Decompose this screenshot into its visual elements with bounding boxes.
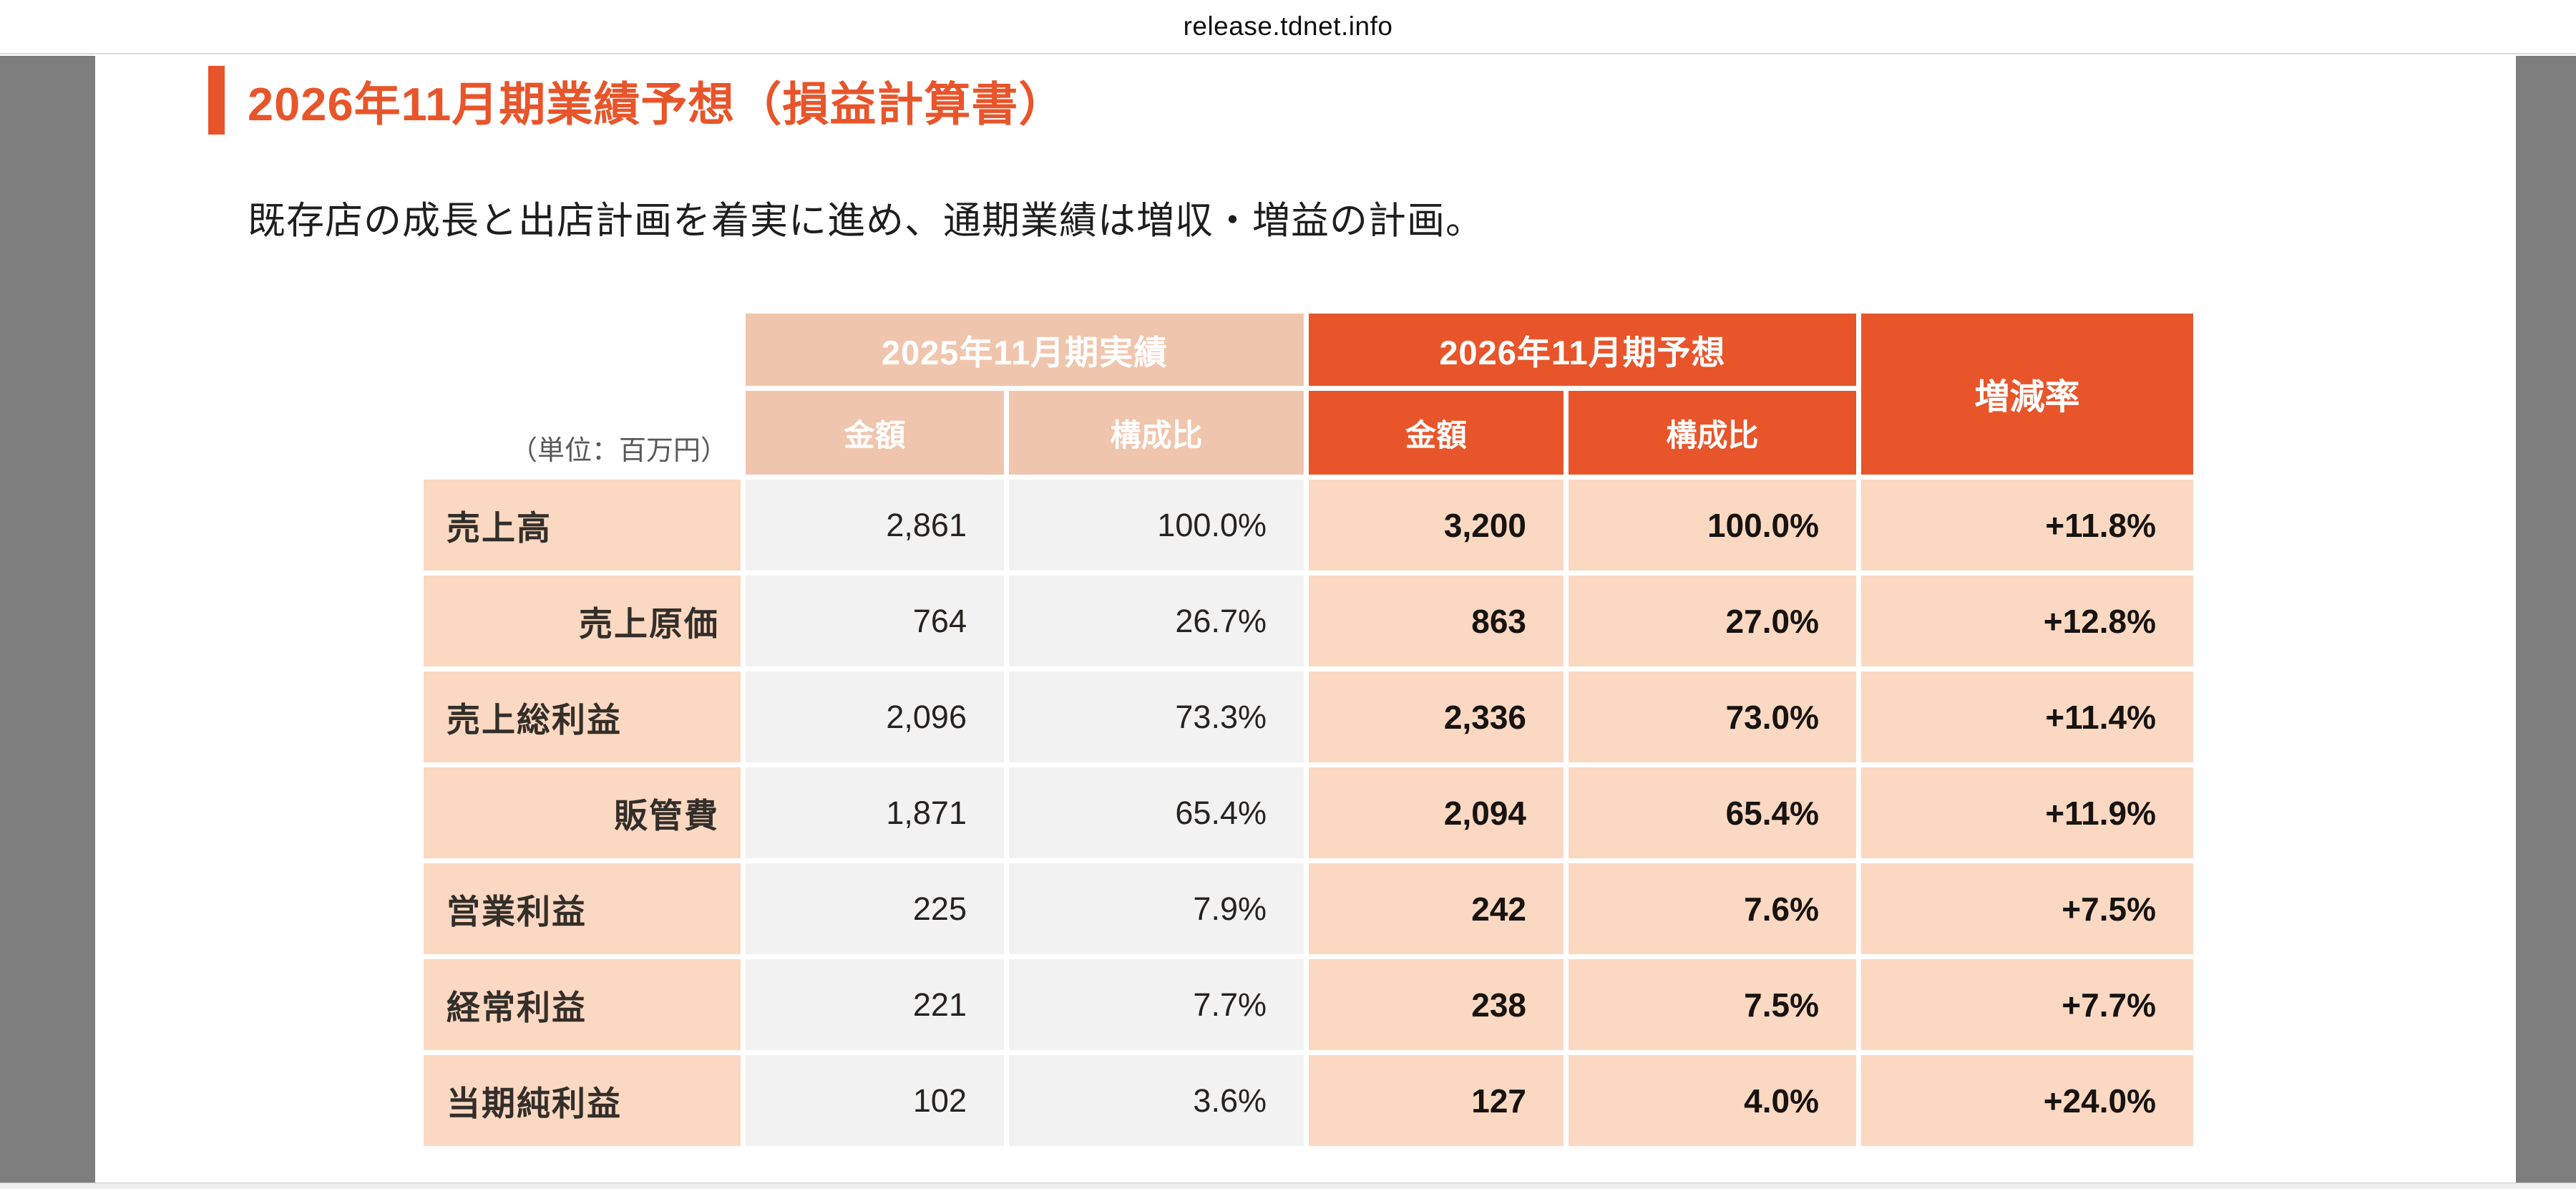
- cell-actual-amount: 225: [746, 863, 1004, 954]
- cell-forecast-amount: 242: [1309, 863, 1563, 954]
- unit-note: （単位：百万円）: [509, 436, 728, 466]
- row-label: 売上総利益: [424, 671, 741, 762]
- page-gutter-right: [2516, 56, 2576, 1183]
- cell-actual-ratio: 73.3%: [1009, 671, 1304, 762]
- cell-actual-amount: 764: [746, 576, 1004, 666]
- cell-actual-amount: 1,871: [746, 767, 1004, 858]
- page-title: 2026年11月期業績予想（損益計算書）: [248, 78, 1066, 130]
- cell-actual-ratio: 7.9%: [1009, 863, 1304, 954]
- row-label: 売上高: [424, 480, 741, 571]
- row-label: 売上原価: [424, 576, 741, 666]
- cell-change-rate: +11.4%: [1861, 671, 2193, 762]
- document-viewport: 2026年11月期業績予想（損益計算書） 既存店の成長と出店計画を着実に進め、通…: [0, 56, 2576, 1183]
- cell-actual-ratio: 3.6%: [1009, 1055, 1304, 1146]
- cell-actual-ratio: 100.0%: [1009, 480, 1304, 571]
- cell-change-rate: +12.8%: [1861, 576, 2193, 666]
- row-label: 当期純利益: [424, 1055, 741, 1146]
- row-label: 営業利益: [424, 863, 741, 954]
- column-group-2026-forecast: 2026年11月期予想: [1309, 314, 1856, 386]
- row-label: 経常利益: [424, 959, 741, 1050]
- browser-url-bar[interactable]: release.tdnet.info: [0, 0, 2576, 54]
- page-gutter-left: [0, 56, 95, 1183]
- cell-actual-ratio: 26.7%: [1009, 576, 1304, 666]
- cell-change-rate: +24.0%: [1861, 1055, 2193, 1146]
- cell-change-rate: +11.9%: [1861, 767, 2193, 858]
- cell-change-rate: +11.8%: [1861, 480, 2193, 571]
- row-label: 販管費: [424, 767, 741, 858]
- viewport-bottom-strip: [0, 1183, 2576, 1189]
- cell-forecast-ratio: 73.0%: [1568, 671, 1856, 762]
- cell-actual-amount: 2,861: [746, 480, 1004, 571]
- cell-actual-amount: 102: [746, 1055, 1004, 1146]
- cell-forecast-amount: 2,094: [1309, 767, 1563, 858]
- cell-forecast-amount: 127: [1309, 1055, 1563, 1146]
- cell-forecast-amount: 863: [1309, 576, 1563, 666]
- cell-change-rate: +7.7%: [1861, 959, 2193, 1050]
- cell-actual-ratio: 65.4%: [1009, 767, 1304, 858]
- column-group-2025-actual: 2025年11月期実績: [746, 314, 1304, 386]
- url-text: release.tdnet.info: [1183, 11, 1393, 41]
- cell-forecast-amount: 3,200: [1309, 480, 1563, 571]
- section-title-row: 2026年11月期業績予想（損益計算書）: [208, 66, 1065, 135]
- column-header-change-rate: 増減率: [1861, 314, 2193, 475]
- cell-actual-amount: 2,096: [746, 671, 1004, 762]
- cell-change-rate: +7.5%: [1861, 863, 2193, 954]
- page-subtitle: 既存店の成長と出店計画を着実に進め、通期業績は増収・増益の計画。: [248, 200, 1484, 242]
- cell-actual-amount: 221: [746, 959, 1004, 1050]
- cell-forecast-ratio: 4.0%: [1568, 1055, 1856, 1146]
- title-accent-bar: [208, 66, 225, 135]
- column-header-ratio-2025: 構成比: [1009, 391, 1304, 475]
- cell-forecast-ratio: 100.0%: [1568, 480, 1856, 571]
- cell-forecast-ratio: 7.6%: [1568, 863, 1856, 954]
- cell-forecast-amount: 238: [1309, 959, 1563, 1050]
- cell-forecast-ratio: 27.0%: [1568, 576, 1856, 666]
- document-page: 2026年11月期業績予想（損益計算書） 既存店の成長と出店計画を着実に進め、通…: [95, 56, 2516, 1183]
- column-header-amount-2026: 金額: [1309, 391, 1563, 475]
- pl-forecast-table: （単位：百万円） 2025年11月期実績 2026年11月期予想 増減率 金額 …: [424, 314, 2193, 1146]
- column-header-ratio-2026: 構成比: [1568, 391, 1856, 475]
- cell-forecast-ratio: 65.4%: [1568, 767, 1856, 858]
- cell-forecast-ratio: 7.5%: [1568, 959, 1856, 1050]
- cell-forecast-amount: 2,336: [1309, 671, 1563, 762]
- cell-actual-ratio: 7.7%: [1009, 959, 1304, 1050]
- column-header-amount-2025: 金額: [746, 391, 1004, 475]
